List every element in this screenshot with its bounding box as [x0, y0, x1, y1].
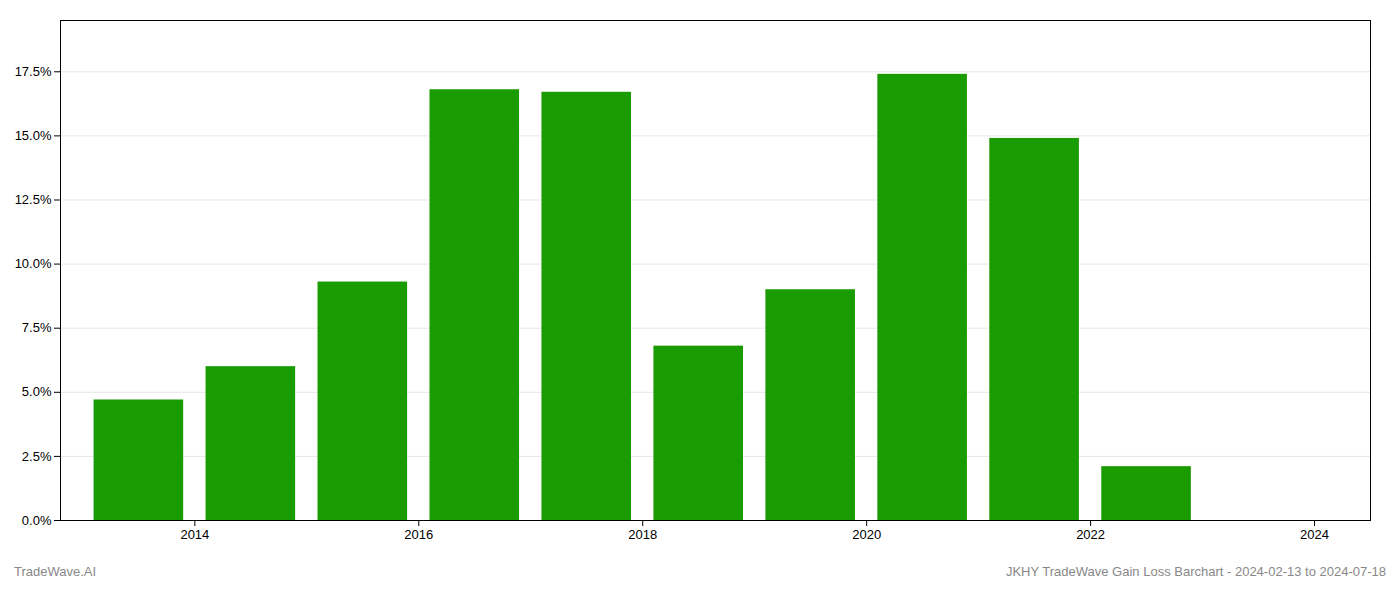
svg-text:5.0%: 5.0% [22, 384, 52, 399]
svg-text:2014: 2014 [180, 527, 209, 542]
svg-text:2018: 2018 [628, 527, 657, 542]
svg-text:10.0%: 10.0% [15, 256, 52, 271]
svg-text:17.5%: 17.5% [15, 64, 52, 79]
html-text:TradeWave.AI: TradeWave.AI [14, 564, 97, 579]
svg-text:2.5%: 2.5% [22, 449, 52, 464]
svg-text:2022: 2022 [1076, 527, 1105, 542]
svg-text:0.0%: 0.0% [22, 513, 52, 528]
svg-text:2024: 2024 [1300, 527, 1329, 542]
svg-text:2016: 2016 [404, 527, 433, 542]
svg-text:12.5%: 12.5% [15, 192, 52, 207]
svg-text:15.0%: 15.0% [15, 128, 52, 143]
html-text:JKHY TradeWave Gain Loss Barch: JKHY TradeWave Gain Loss Barchart - 2024… [1005, 564, 1386, 579]
svg-text:7.5%: 7.5% [22, 320, 52, 335]
svg-text:2020: 2020 [852, 527, 881, 542]
